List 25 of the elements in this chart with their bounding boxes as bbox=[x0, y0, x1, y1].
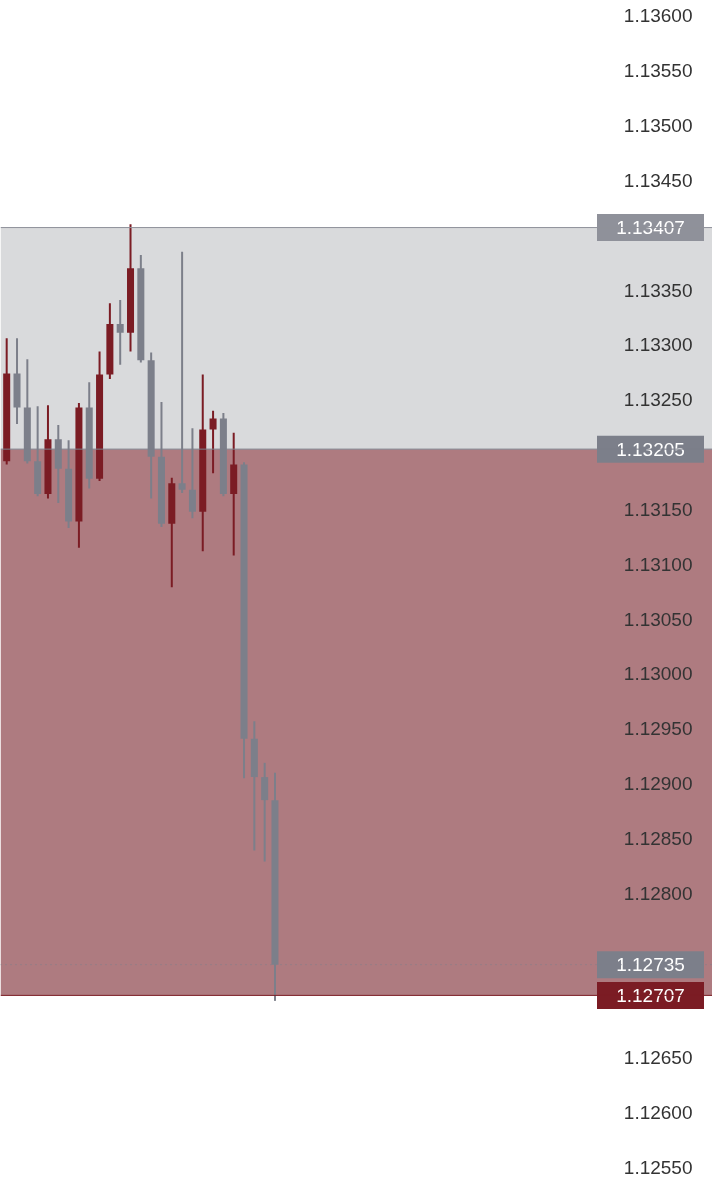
y-tick-label: 1.13550 bbox=[623, 60, 693, 82]
candlestick bbox=[261, 761, 269, 863]
y-tick-label: 1.12550 bbox=[623, 1157, 693, 1179]
y-tick-label: 1.13100 bbox=[623, 553, 693, 575]
ref-line-label: 1.12735 bbox=[616, 954, 685, 976]
y-tick-label: 1.13600 bbox=[623, 5, 693, 27]
y-tick-label: 1.12800 bbox=[623, 882, 693, 904]
y-tick-label: 1.13150 bbox=[623, 498, 693, 520]
y-tick-label: 1.12650 bbox=[623, 1047, 693, 1069]
y-tick-label: 1.12900 bbox=[623, 773, 693, 795]
y-tick-label: 1.12950 bbox=[623, 718, 693, 740]
y-tick-label: 1.13500 bbox=[623, 115, 693, 137]
y-tick-label: 1.13350 bbox=[623, 279, 693, 301]
y-tick-label: 1.13450 bbox=[623, 169, 693, 191]
y-tick-label: 1.13250 bbox=[623, 389, 693, 411]
ref-line-label: 1.12707 bbox=[616, 984, 685, 1006]
y-tick-label: 1.12850 bbox=[623, 828, 693, 850]
y-tick-label: 1.13050 bbox=[623, 608, 693, 630]
ref-line-label: 1.13205 bbox=[616, 438, 685, 460]
candlestick bbox=[116, 298, 124, 366]
ref-line-label: 1.13407 bbox=[616, 217, 685, 239]
y-tick-label: 1.12600 bbox=[623, 1102, 693, 1124]
y-tick-label: 1.13300 bbox=[623, 334, 693, 356]
candlestick bbox=[209, 409, 217, 475]
y-tick-label: 1.13000 bbox=[623, 663, 693, 685]
